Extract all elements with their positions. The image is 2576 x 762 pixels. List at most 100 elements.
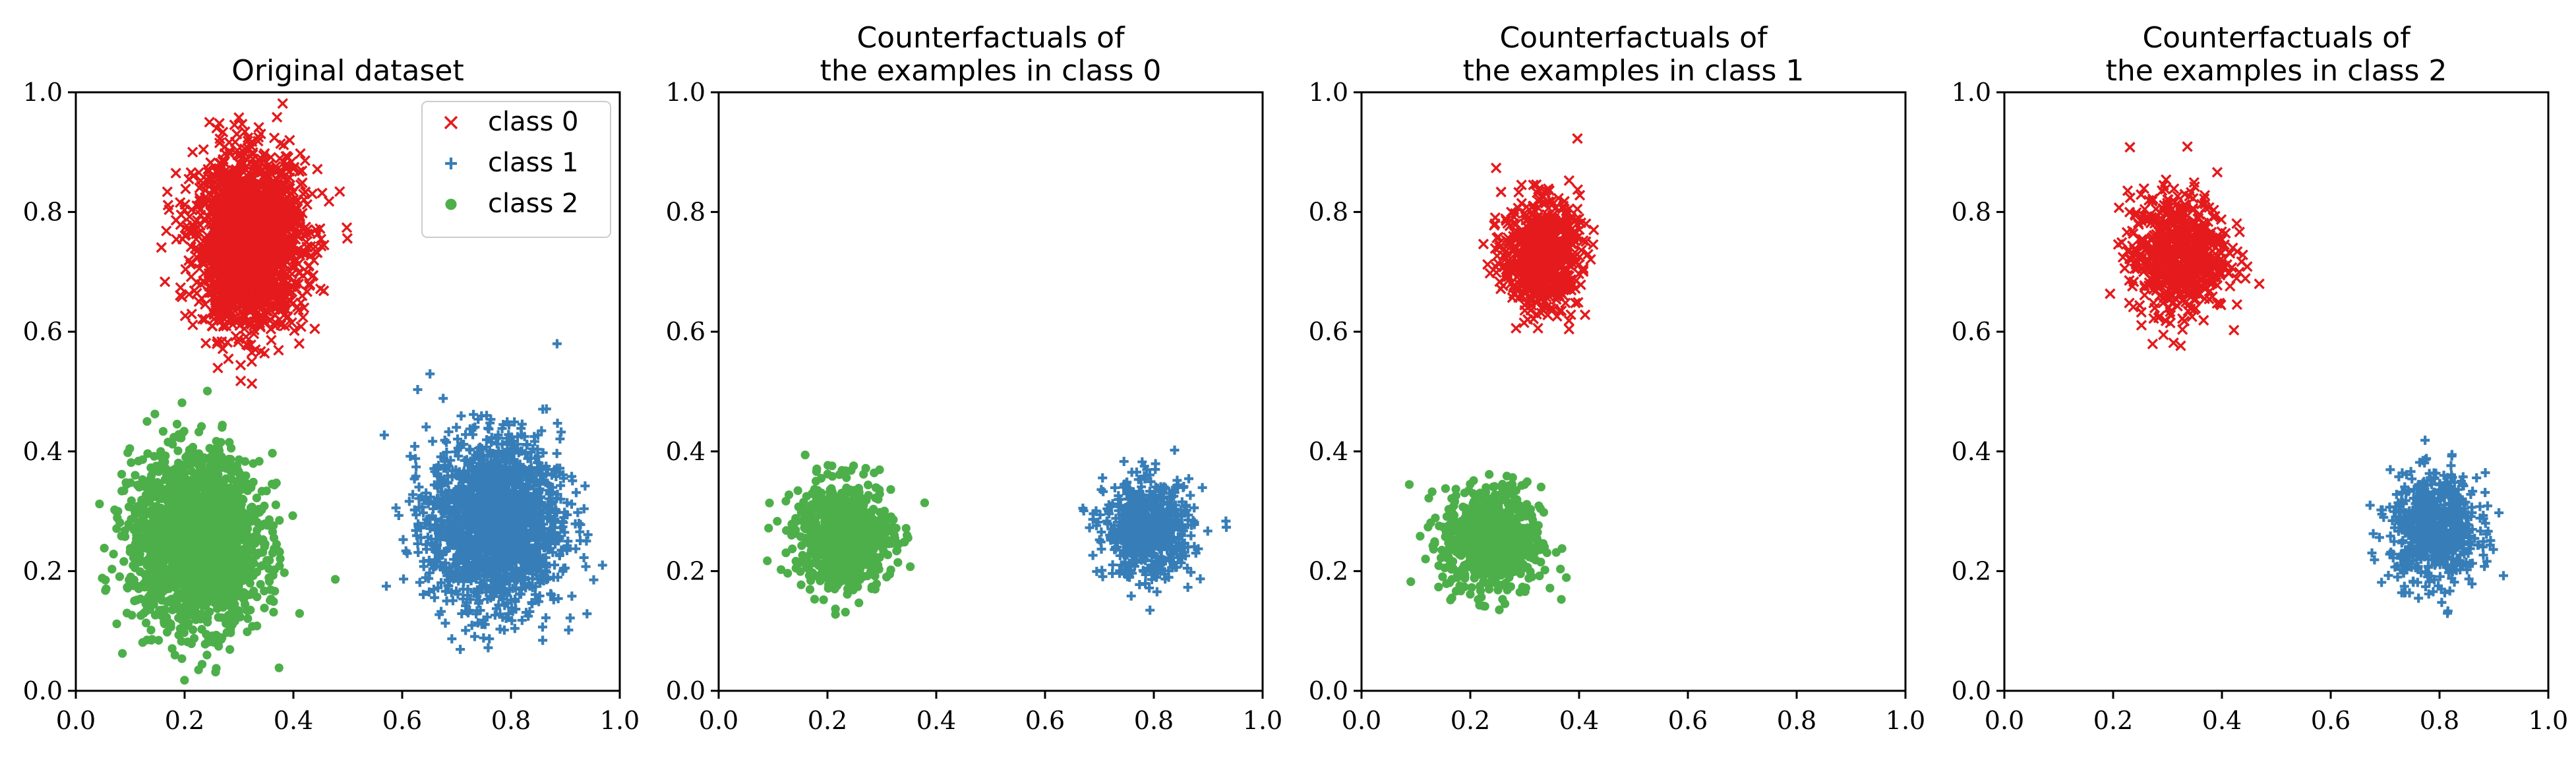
data-point bbox=[233, 112, 245, 123]
data-point bbox=[214, 117, 225, 129]
data-point bbox=[223, 215, 235, 226]
data-point bbox=[109, 549, 118, 559]
data-point bbox=[203, 212, 215, 223]
data-point bbox=[200, 199, 211, 210]
data-point bbox=[239, 126, 251, 137]
data-point bbox=[219, 204, 231, 216]
data-point bbox=[379, 430, 389, 440]
data-point bbox=[399, 574, 409, 584]
data-point bbox=[221, 294, 233, 305]
data-point bbox=[312, 228, 324, 239]
data-point bbox=[274, 663, 284, 672]
data-point bbox=[112, 619, 121, 629]
data-point bbox=[517, 616, 527, 626]
data-point bbox=[207, 225, 218, 236]
data-point bbox=[162, 186, 173, 198]
data-point bbox=[247, 147, 258, 158]
data-point bbox=[271, 241, 282, 252]
data-point bbox=[323, 196, 335, 207]
data-point bbox=[216, 315, 227, 326]
data-point bbox=[219, 305, 230, 316]
data-point bbox=[241, 331, 252, 343]
data-point bbox=[281, 312, 292, 324]
data-point bbox=[276, 199, 287, 210]
data-point bbox=[334, 186, 345, 197]
data-point bbox=[227, 313, 239, 324]
data-point bbox=[291, 228, 303, 239]
data-point bbox=[456, 645, 465, 655]
data-point bbox=[227, 200, 239, 212]
data-point bbox=[193, 167, 204, 179]
data-point bbox=[318, 285, 330, 297]
data-point bbox=[211, 667, 220, 677]
data-point bbox=[231, 223, 242, 234]
data-point bbox=[212, 363, 224, 374]
data-point bbox=[554, 551, 564, 561]
data-point bbox=[289, 260, 301, 272]
data-points bbox=[95, 98, 607, 685]
data-point bbox=[413, 539, 423, 548]
data-point bbox=[381, 581, 391, 591]
data-point bbox=[268, 448, 277, 458]
data-point bbox=[271, 500, 281, 510]
data-point bbox=[303, 260, 315, 272]
data-point bbox=[255, 345, 266, 357]
data-point bbox=[245, 339, 256, 351]
data-point bbox=[270, 214, 282, 225]
data-point bbox=[231, 167, 242, 179]
data-point bbox=[214, 137, 225, 149]
data-point bbox=[583, 530, 593, 540]
data-point bbox=[425, 369, 435, 379]
data-point bbox=[411, 510, 421, 520]
data-point bbox=[571, 488, 581, 498]
data-point bbox=[216, 283, 228, 295]
data-point bbox=[218, 188, 229, 199]
data-point bbox=[265, 211, 276, 222]
data-point bbox=[249, 320, 260, 331]
data-point bbox=[235, 375, 247, 387]
data-point bbox=[567, 499, 577, 509]
data-point bbox=[278, 303, 289, 314]
data-point bbox=[562, 498, 572, 508]
data-point bbox=[458, 584, 468, 594]
data-point bbox=[284, 271, 295, 282]
data-point bbox=[564, 625, 574, 635]
data-point bbox=[269, 182, 281, 193]
data-point bbox=[278, 139, 289, 151]
data-point bbox=[253, 301, 264, 312]
data-point bbox=[217, 127, 229, 138]
data-point bbox=[170, 167, 181, 179]
data-point bbox=[237, 225, 249, 237]
data-point bbox=[196, 293, 208, 304]
data-point bbox=[295, 608, 305, 618]
data-point bbox=[224, 136, 235, 148]
data-point bbox=[245, 169, 256, 181]
data-point bbox=[235, 359, 247, 371]
data-point bbox=[263, 201, 274, 213]
data-point bbox=[183, 173, 195, 185]
data-point bbox=[287, 245, 299, 256]
data-point bbox=[555, 434, 565, 444]
data-point bbox=[571, 544, 581, 554]
data-point bbox=[191, 228, 202, 239]
data-point bbox=[438, 550, 448, 560]
data-point bbox=[281, 285, 292, 297]
data-point bbox=[410, 442, 420, 452]
data-point bbox=[483, 423, 493, 433]
data-point bbox=[237, 119, 248, 130]
data-point bbox=[239, 310, 251, 322]
data-point bbox=[268, 132, 280, 144]
data-point bbox=[214, 133, 225, 144]
data-point bbox=[295, 148, 306, 160]
data-point bbox=[299, 155, 311, 166]
data-point bbox=[266, 190, 278, 201]
data-point bbox=[208, 307, 219, 318]
cluster-class-0 bbox=[156, 98, 353, 390]
panels: 0.0 0.2 0.4 0.6 0.8 1.00.00.20.40.60.81.0Orig… bbox=[23, 21, 2569, 735]
data-point bbox=[297, 177, 308, 189]
data-point bbox=[440, 618, 450, 628]
data-point bbox=[301, 199, 313, 210]
data-point bbox=[465, 444, 475, 454]
data-point bbox=[465, 424, 475, 434]
data-point bbox=[394, 510, 404, 520]
